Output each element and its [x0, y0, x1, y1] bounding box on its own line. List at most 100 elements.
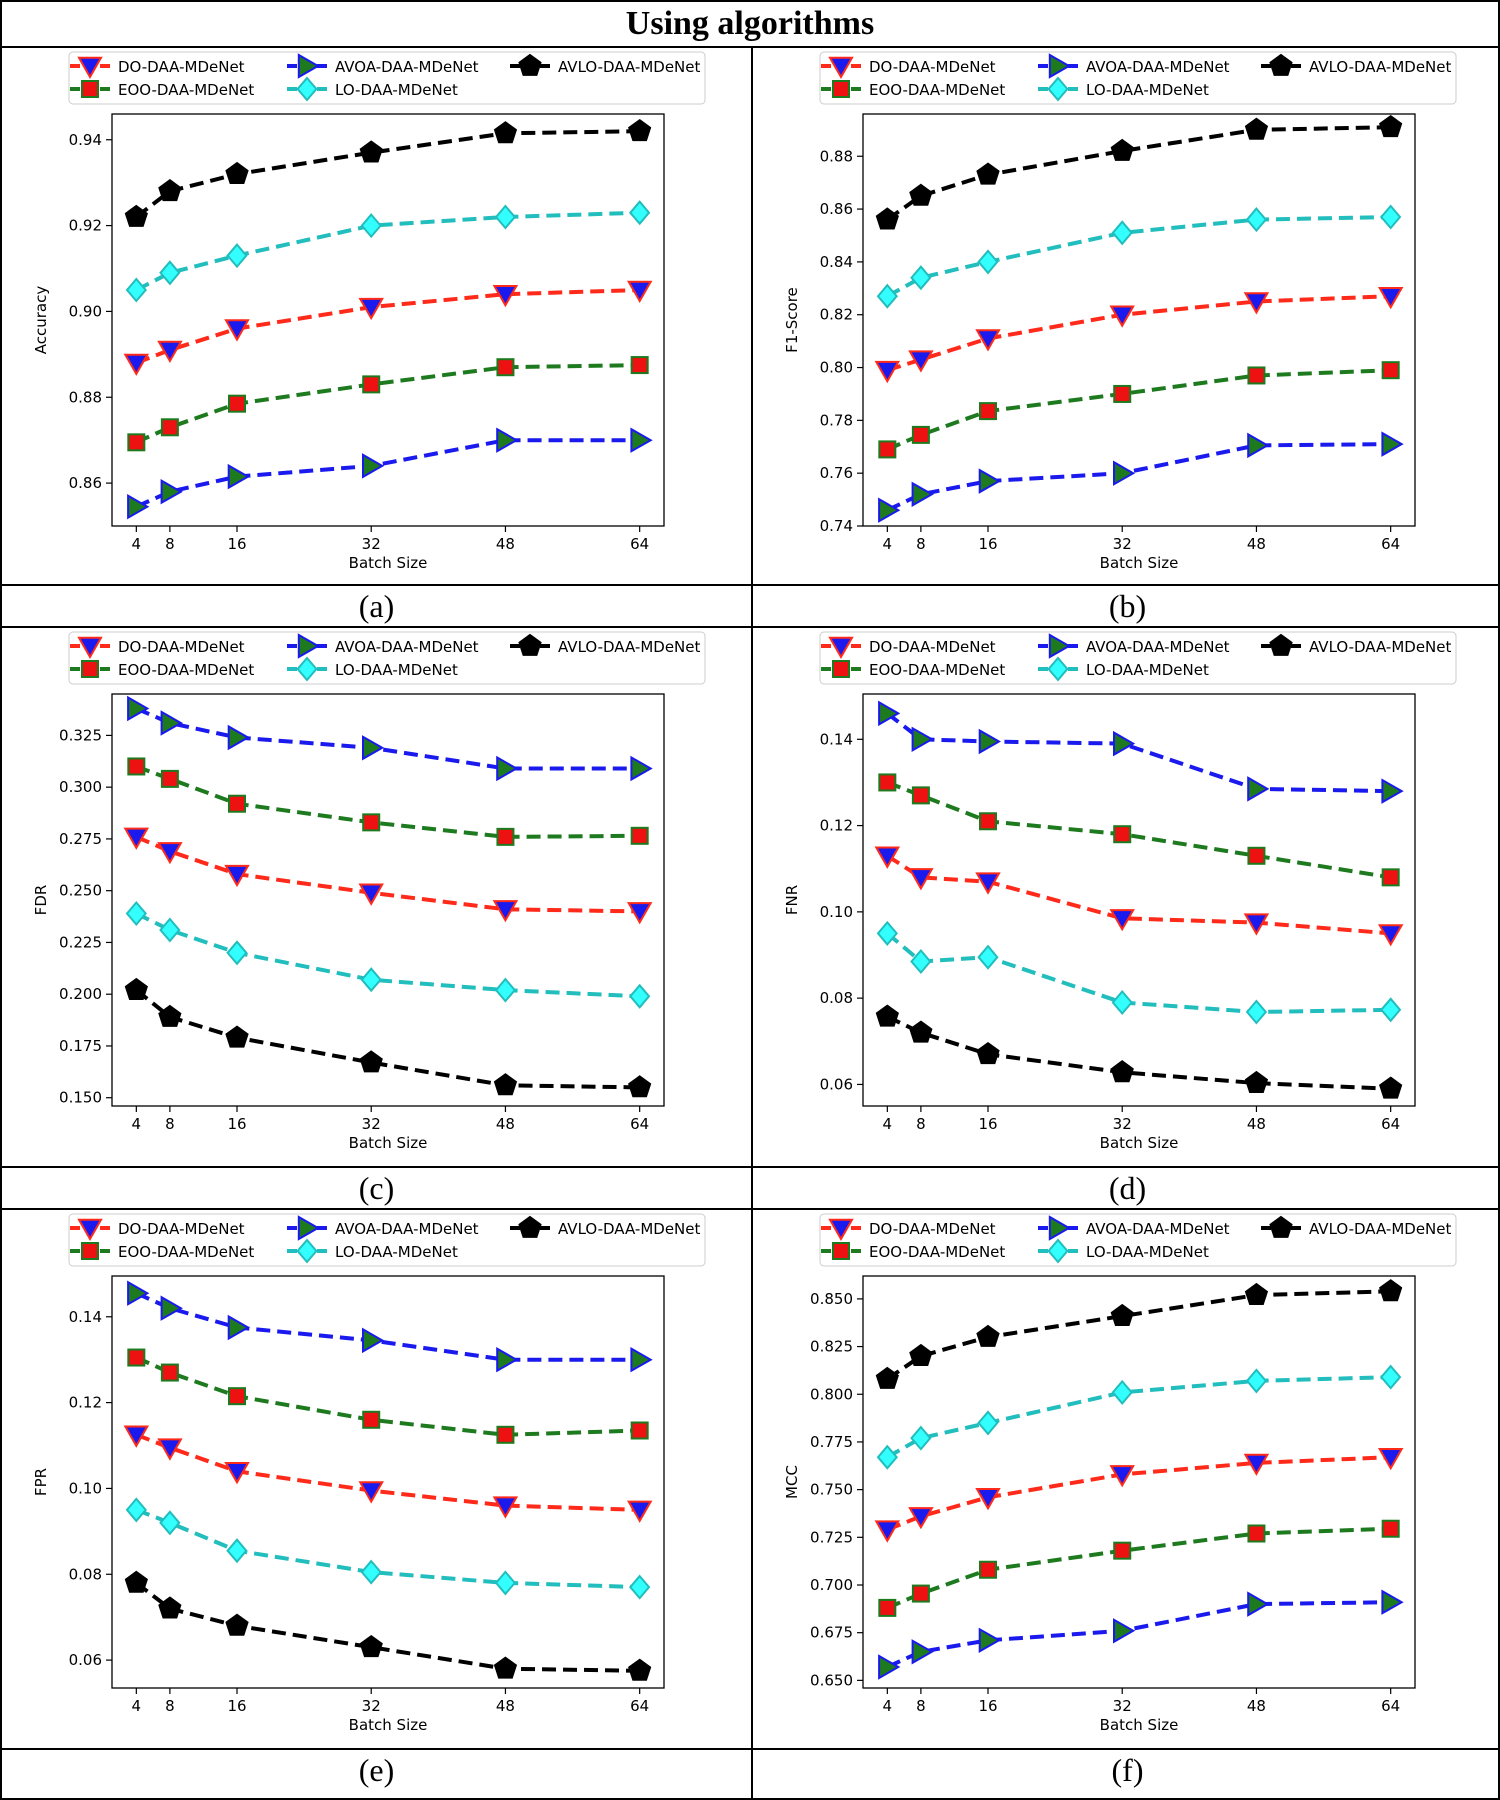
data-point-avlo-daa-mdenet [158, 178, 182, 202]
legend-item-do-daa-mdenet: DO-DAA-MDeNet [821, 56, 996, 80]
series-do-daa-mdenet [874, 846, 1404, 947]
legend-swatch-marker [828, 636, 854, 660]
data-point-do-daa-mdenet [975, 1488, 1001, 1511]
data-point-avoa-daa-mdenet [1113, 1618, 1136, 1644]
series-lo-daa-mdenet [125, 1497, 651, 1600]
data-point-eoo-daa-mdenet [630, 356, 649, 375]
legend-item-lo-daa-mdenet: LO-DAA-MDeNet [1038, 76, 1209, 102]
legend-label: EOO-DAA-MDeNet [869, 1243, 1005, 1261]
legend-item-avlo-daa-mdenet: AVLO-DAA-MDeNet [1261, 633, 1452, 656]
series-avlo-daa-mdenet [875, 1004, 1403, 1099]
series-line-eoo-daa-mdenet [135, 363, 640, 445]
caption-e: (e) [358, 1752, 395, 1788]
series-eoo-daa-mdenet [878, 1519, 1400, 1617]
data-point-avlo-daa-mdenet [225, 1025, 249, 1048]
legend-label: LO-DAA-MDeNet [1086, 1243, 1209, 1261]
legend-label: AVLO-DAA-MDeNet [1309, 638, 1452, 656]
legend-swatch-marker [1048, 633, 1072, 659]
legend-swatch-marker [832, 1242, 850, 1260]
data-point-eoo-daa-mdenet [1113, 1541, 1132, 1560]
x-tick-label: 16 [227, 535, 246, 553]
data-point-avoa-daa-mdenet [227, 1314, 251, 1341]
caption-b: (b) [1108, 588, 1147, 624]
legend-swatch-marker [1047, 656, 1069, 682]
data-point-avlo-daa-mdenet [1110, 1060, 1134, 1083]
legend-swatch-marker [81, 660, 99, 678]
data-point-lo-daa-mdenet [1111, 1379, 1133, 1405]
series-lo-daa-mdenet [125, 900, 651, 1009]
series-line-avlo-daa-mdenet [135, 129, 640, 219]
data-point-avlo-daa-mdenet [493, 121, 518, 144]
data-point-avoa-daa-mdenet [878, 700, 901, 727]
data-point-lo-daa-mdenet [159, 260, 181, 286]
data-point-do-daa-mdenet [1109, 305, 1135, 328]
legend-item-do-daa-mdenet: DO-DAA-MDeNet [70, 1218, 245, 1242]
legend-label: LO-DAA-MDeNet [1086, 661, 1209, 679]
data-point-do-daa-mdenet [224, 1462, 250, 1485]
y-tick-label: 0.675 [810, 1624, 853, 1642]
divider-title [2, 46, 1498, 48]
data-point-eoo-daa-mdenet [496, 358, 515, 377]
y-axis-label: MCC [783, 1465, 801, 1499]
data-point-avoa-daa-mdenet [1247, 776, 1270, 802]
legend-swatch-marker [832, 80, 850, 98]
y-tick-label: 0.90 [69, 302, 102, 320]
series-line-lo-daa-mdenet [135, 210, 640, 292]
x-tick-label: 48 [1247, 1115, 1266, 1133]
series-lo-daa-mdenet [876, 920, 1402, 1025]
legend-swatch-marker [518, 633, 542, 656]
legend-item-lo-daa-mdenet: LO-DAA-MDeNet [1038, 1238, 1209, 1264]
series-do-daa-mdenet [874, 1448, 1404, 1543]
data-point-eoo-daa-mdenet [160, 418, 179, 437]
data-point-eoo-daa-mdenet [978, 402, 997, 421]
data-point-do-daa-mdenet [1377, 287, 1404, 310]
data-point-avlo-daa-mdenet [875, 1004, 899, 1027]
data-point-avlo-daa-mdenet [225, 1613, 249, 1636]
legend-item-avoa-daa-mdenet: AVOA-DAA-MDeNet [287, 633, 479, 659]
legend-item-eoo-daa-mdenet: EOO-DAA-MDeNet [821, 80, 1005, 99]
data-point-do-daa-mdenet [123, 1425, 150, 1448]
data-point-lo-daa-mdenet [876, 283, 899, 309]
y-axis-label: F1-Score [783, 287, 801, 353]
data-point-do-daa-mdenet [358, 1481, 384, 1504]
legend-label: AVLO-DAA-MDeNet [558, 58, 701, 76]
series-line-do-daa-mdenet [886, 854, 1391, 936]
legend-label: DO-DAA-MDeNet [869, 1220, 996, 1238]
data-point-lo-daa-mdenet [226, 1538, 248, 1564]
series-line-eoo-daa-mdenet [135, 764, 640, 839]
y-tick-label: 0.650 [810, 1671, 853, 1689]
series-line-do-daa-mdenet [886, 1455, 1391, 1532]
data-point-lo-daa-mdenet [360, 967, 382, 993]
data-point-avlo-daa-mdenet [1110, 138, 1134, 161]
series-eoo-daa-mdenet [127, 757, 649, 846]
series-avoa-daa-mdenet [878, 1589, 1404, 1680]
data-point-lo-daa-mdenet [226, 243, 248, 269]
y-axis-label: FNR [783, 885, 801, 915]
y-tick-label: 0.725 [810, 1528, 853, 1546]
data-point-avoa-daa-mdenet [978, 728, 1002, 755]
series-line-avoa-daa-mdenet [886, 1600, 1391, 1669]
series-line-avoa-daa-mdenet [135, 1291, 640, 1362]
series-line-avlo-daa-mdenet [886, 1289, 1391, 1381]
series-do-daa-mdenet [874, 287, 1404, 384]
divider-row1-caption [2, 584, 1498, 586]
data-point-avoa-daa-mdenet [127, 695, 150, 722]
legend-label: AVOA-DAA-MDeNet [335, 1220, 479, 1238]
data-point-eoo-daa-mdenet [630, 826, 649, 845]
caption-f: (f) [1111, 1752, 1144, 1788]
data-point-do-daa-mdenet [626, 1500, 653, 1523]
caption-d: (d) [1108, 1170, 1147, 1206]
legend-item-eoo-daa-mdenet: EOO-DAA-MDeNet [70, 1242, 254, 1261]
data-point-eoo-daa-mdenet [362, 813, 381, 832]
x-tick-label: 64 [1381, 1115, 1400, 1133]
data-point-avlo-daa-mdenet [493, 1073, 518, 1096]
x-tick-label: 48 [496, 1115, 515, 1133]
series-eoo-daa-mdenet [878, 361, 1400, 459]
series-avlo-daa-mdenet [124, 1570, 652, 1681]
data-point-eoo-daa-mdenet [911, 786, 930, 805]
legend-swatch-marker [77, 1218, 103, 1242]
legend-item-eoo-daa-mdenet: EOO-DAA-MDeNet [70, 660, 254, 679]
x-tick-label: 32 [362, 1697, 381, 1715]
data-point-avlo-daa-mdenet [628, 1658, 652, 1681]
